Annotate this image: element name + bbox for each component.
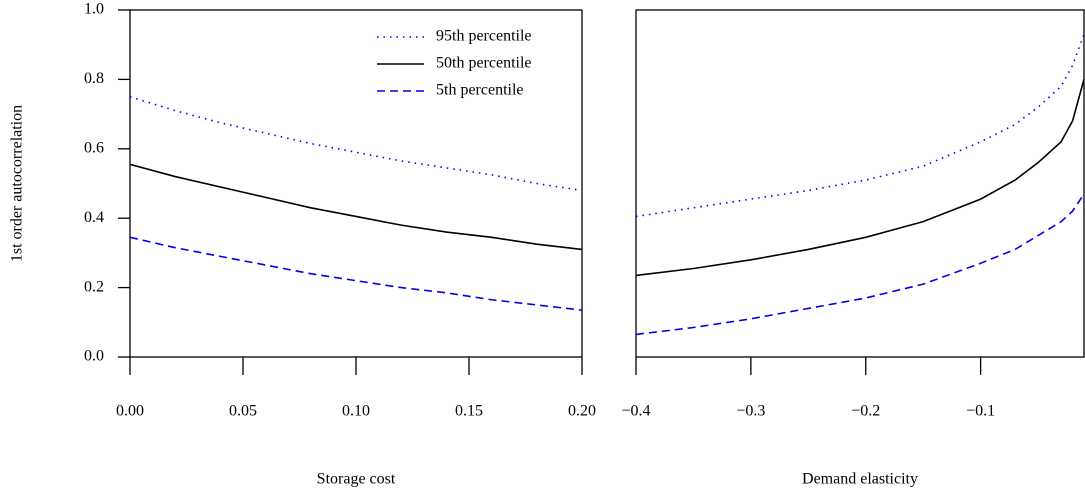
x-tick-label: −0.3 [736, 403, 765, 420]
x-tick-label: 0.20 [568, 403, 596, 420]
x-tick-label: −0.2 [851, 403, 880, 420]
series-line [635, 79, 1085, 277]
y-tick-label: 0.6 [84, 139, 104, 156]
series-line [129, 236, 583, 311]
series-line [129, 163, 583, 251]
x-tick-label: 0.10 [342, 403, 370, 420]
y-tick-label: 0.0 [84, 348, 104, 365]
series-line [129, 95, 583, 192]
series-line [635, 193, 1085, 336]
y-axis-label: 1st order autocorrelation [9, 105, 26, 262]
y-tick-label: 0.4 [84, 209, 104, 226]
y-tick-label: 0.2 [84, 278, 104, 295]
x-tick-label: −0.1 [966, 403, 995, 420]
x-axis-label: Storage cost [317, 471, 396, 488]
x-axis-label: Demand elasticity [802, 471, 918, 488]
legend-label: 5th percentile [436, 82, 524, 99]
series-line [635, 34, 1085, 218]
x-tick-label: 0.00 [116, 403, 144, 420]
y-tick-label: 1.0 [84, 1, 104, 18]
x-tick-label: 0.05 [229, 403, 257, 420]
legend-label: 50th percentile [436, 55, 532, 72]
y-tick-label: 0.8 [84, 70, 104, 87]
x-tick-label: 0.15 [455, 403, 483, 420]
x-tick-label: −0.4 [621, 403, 650, 420]
legend-label: 95th percentile [436, 28, 532, 45]
plot-frame [635, 9, 1085, 358]
